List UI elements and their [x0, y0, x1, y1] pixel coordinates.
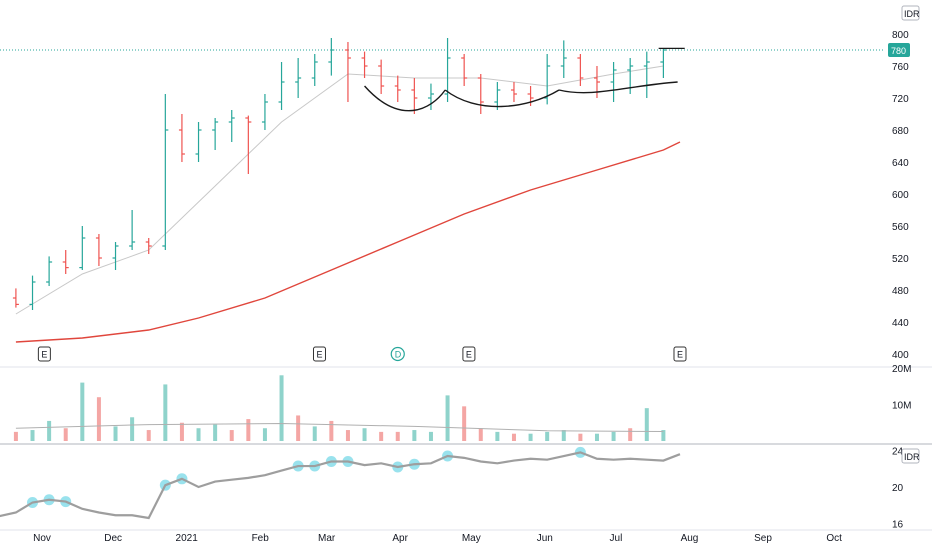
- rs-currency-badge[interactable]: [901, 448, 920, 464]
- earnings-marker[interactable]: [37, 346, 51, 362]
- time-axis-label: Sep: [754, 533, 772, 544]
- time-axis-label: Apr: [392, 533, 408, 544]
- time-axis-label: Jul: [610, 533, 623, 544]
- time-axis-label: Nov: [33, 533, 51, 544]
- moving-average-fast-line: [15, 65, 664, 315]
- volume-bar: [462, 406, 467, 441]
- relative-strength-line: [0, 451, 681, 520]
- volume-bar: [428, 431, 433, 441]
- currency-label: IDR: [904, 9, 920, 19]
- volume-bar: [196, 428, 201, 441]
- volume-bar: [362, 428, 367, 441]
- time-axis-label: Mar: [318, 533, 336, 544]
- volume-axis-tick-label: 20M: [892, 364, 911, 375]
- price-axis-tick-label: 600: [892, 190, 909, 201]
- time-axis-label: Aug: [681, 533, 699, 544]
- volume-bar: [545, 431, 550, 441]
- volume-bar: [163, 384, 168, 441]
- time-axis-label: Dec: [104, 533, 122, 544]
- pattern-curve: [444, 89, 560, 108]
- volume-bar: [511, 433, 516, 441]
- volume-bar: [379, 431, 384, 441]
- volume-axis-tick-label: 10M: [892, 401, 911, 412]
- volume-bar: [594, 433, 599, 441]
- volume-average-line: [15, 422, 664, 433]
- volume-bar: [578, 433, 583, 441]
- volume-bar: [130, 417, 135, 441]
- time-axis-label: Oct: [826, 533, 842, 544]
- volume-bar: [229, 430, 234, 441]
- volume-bar: [113, 426, 118, 441]
- last-price-badge: [888, 43, 910, 57]
- volume-bar: [628, 428, 633, 441]
- earnings-marker-label: E: [41, 350, 47, 360]
- price-axis-tick-label: 760: [892, 62, 909, 73]
- volume-bar: [661, 430, 666, 441]
- time-axis-label: 2021: [176, 533, 199, 544]
- volume-bar: [445, 395, 450, 441]
- dividend-marker[interactable]: [390, 346, 405, 362]
- volume-bar: [312, 426, 317, 441]
- volume-bar: [246, 419, 251, 441]
- volume-bar: [63, 428, 68, 441]
- volume-bar: [213, 424, 218, 441]
- volume-bar: [561, 430, 566, 441]
- dividend-marker-label: D: [395, 350, 402, 360]
- price-axis-tick-label: 680: [892, 126, 909, 137]
- earnings-marker-label: E: [677, 350, 683, 360]
- pattern-curve: [558, 81, 678, 94]
- volume-bar: [395, 431, 400, 441]
- price-axis-tick-label: 800: [892, 30, 909, 41]
- price-axis-tick-label: 440: [892, 318, 909, 329]
- price-axis-tick-label: 720: [892, 94, 909, 105]
- volume-bar: [80, 382, 85, 441]
- volume-bar: [96, 397, 101, 441]
- earnings-marker-label: E: [466, 350, 472, 360]
- price-axis-tick-label: 640: [892, 158, 909, 169]
- earnings-marker[interactable]: [462, 346, 476, 362]
- earnings-marker[interactable]: [673, 346, 687, 362]
- price-axis-tick-label: 520: [892, 254, 909, 265]
- price-axis-tick-label: 480: [892, 286, 909, 297]
- price-axis-tick-label: 400: [892, 350, 909, 361]
- time-axis-label: May: [462, 533, 481, 544]
- volume-bar: [329, 420, 334, 441]
- volume-bar: [644, 408, 649, 441]
- volume-bar: [412, 430, 417, 441]
- volume-bar: [345, 430, 350, 441]
- pattern-curve: [364, 85, 446, 112]
- volume-bar: [296, 415, 301, 441]
- volume-bar: [611, 431, 616, 441]
- moving-average-slow-line: [15, 141, 681, 343]
- volume-bar: [146, 430, 151, 441]
- rs-currency-label: IDR: [904, 452, 920, 462]
- volume-bar: [47, 420, 52, 441]
- volume-bar: [478, 428, 483, 441]
- volume-bar: [13, 431, 18, 441]
- price-axis-tick-label: 560: [892, 222, 909, 233]
- earnings-marker[interactable]: [312, 346, 326, 362]
- rs-axis-tick-label: 16: [892, 519, 904, 530]
- currency-badge[interactable]: [901, 5, 920, 21]
- earnings-marker-label: E: [316, 350, 322, 360]
- rs-axis-tick-label: 24: [892, 447, 904, 458]
- time-axis-label: Jun: [537, 533, 553, 544]
- volume-bar: [528, 433, 533, 441]
- volume-bar: [495, 431, 500, 441]
- time-axis-label: Feb: [252, 533, 270, 544]
- last-price-label: 780: [891, 46, 906, 56]
- volume-bar: [262, 428, 267, 441]
- rs-axis-tick-label: 20: [892, 483, 904, 494]
- volume-bar: [30, 430, 35, 441]
- volume-bar: [179, 422, 184, 441]
- volume-bar: [279, 375, 284, 441]
